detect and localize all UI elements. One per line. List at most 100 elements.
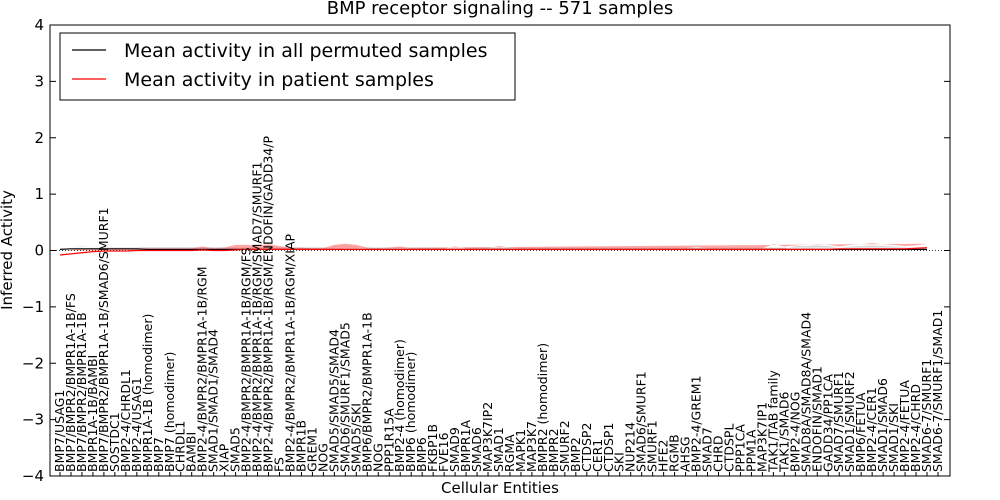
series-line-1 xyxy=(59,247,928,256)
x-tick-label: BMP7 xyxy=(151,437,166,472)
x-tick-label: TAK1/TAB family xyxy=(765,369,780,473)
x-tick-label: SMAD1 xyxy=(491,427,506,472)
y-tick-label: 2 xyxy=(34,129,44,147)
x-tick-label: BMP7/BMPR2/BMPR1A-1B/FS xyxy=(63,293,78,472)
y-tick-label: −2 xyxy=(22,354,44,372)
legend-box xyxy=(59,32,516,101)
x-tick-label: SMAD1/SMAD1/SMAD4 xyxy=(206,329,221,472)
y-tick-label: −1 xyxy=(22,298,44,316)
x-tick-label: SMAD6 xyxy=(469,427,484,472)
x-tick-label: SMURF2 xyxy=(557,420,572,472)
x-tick-label: BMP2-4/BMPR2/BMPR1A-1B/RGM/FS xyxy=(239,247,254,472)
x-tick-label: MAP3K7IP1 xyxy=(754,402,769,472)
x-tick-label: PPM1A xyxy=(743,429,758,472)
x-tick-label: FS xyxy=(272,457,287,472)
x-tick-label: BMP7/USAG1 xyxy=(52,390,67,472)
x-tick-label: CTDSP2 xyxy=(579,423,594,472)
x-tick-label: CER1 xyxy=(590,439,605,472)
x-tick-label: BMP2-4/FETUA xyxy=(897,380,912,472)
x-tick-label: SMAD9 xyxy=(447,427,462,472)
x-tick-label: SMURF1 xyxy=(645,420,660,472)
x-tick-label: BMP2-4/GREM1 xyxy=(689,375,704,472)
x-tick-label: BMP2-4/CER1 xyxy=(864,387,879,472)
x-tick-label: BMP7 (homodimer) xyxy=(162,352,177,472)
band-patient xyxy=(60,243,928,251)
x-tick-label: BMP2-4/CHRD xyxy=(908,384,923,472)
x-tick-label: NUP214 xyxy=(623,422,638,472)
x-tick-label: BMP7/BMPR2/BMPR1A-1B/SMAD6/SMURF1 xyxy=(96,207,111,472)
x-tick-label: SMAD5/SKI xyxy=(348,403,363,472)
x-tick-label: BMP6/FETUA xyxy=(853,392,868,472)
legend-label-permuted: Mean activity in all permuted samples xyxy=(124,40,487,62)
x-tick-label: CTDSP1 xyxy=(601,423,616,472)
x-tick-label: AHSG xyxy=(678,436,693,472)
x-tick-label: BMP6 (homodimer) xyxy=(403,352,418,472)
y-tick-label: 0 xyxy=(34,242,44,260)
x-tick-label: BMPR1A-1B/BAMBI xyxy=(85,355,100,472)
x-tick-label: MAPK1 xyxy=(513,429,528,472)
x-tick-label: BMPR2 xyxy=(546,428,561,472)
x-tick-label: BMP6 xyxy=(414,437,429,472)
x-axis-label: Cellular Entities xyxy=(441,479,559,497)
series-lines xyxy=(59,247,928,256)
x-tick-label: BMP2-4/BMPR2/BMPR1A-1B/RGM/ENDOFIN/GADD3… xyxy=(261,136,276,472)
x-tick-label: BMP6/BMPR2/BMPR1A-1B xyxy=(359,312,374,472)
x-tick-label: CHRDL1 xyxy=(173,421,188,472)
x-tick-label: SMAD8A/SMAD8A/SMAD4 xyxy=(798,312,813,472)
x-tick-label: SMAD6/SMURF1/SMAD5 xyxy=(337,322,352,472)
x-tick-label: BMP7/BMPR2/BMPR1A-1B xyxy=(74,312,89,472)
x-tick-label: TAK1/SMAD6 xyxy=(776,392,791,473)
x-tick-label: BMP2-4/CHRDL1 xyxy=(118,369,133,472)
y-axis: −4 −3 −2 −1 0 1 2 3 4 xyxy=(22,16,950,485)
x-tick-label: FVE16 xyxy=(436,432,451,472)
x-tick-label: SMAD6-7/SMURF1 xyxy=(919,359,934,472)
x-tick-label: CHRD xyxy=(711,436,726,472)
x-tick-label: BMP2-4 (homodimer) xyxy=(392,339,407,472)
x-tick-label: BMP2-4/BMPR2/BMPR1A-1B/RGM xyxy=(195,267,210,473)
x-tick-label: SKI xyxy=(612,452,627,472)
x-tick-label: BMP2-4/BMPR2/BMPR1A-1B/RGM/SMAD7/SMURF1 xyxy=(250,162,265,472)
x-tick-label: SOSTDC1 xyxy=(107,412,122,472)
x-tick-label: GADD34/PP1CA xyxy=(820,374,835,472)
x-tick-label: MAP3K7IP2 xyxy=(480,402,495,472)
x-tick-label: SMAD5/SMAD5/SMAD4 xyxy=(326,329,341,472)
x-tick-label: SMAD1/SMAD6 xyxy=(875,378,890,472)
y-tick-label: −4 xyxy=(22,467,44,485)
x-tick-label: RGMA xyxy=(502,434,517,472)
y-tick-label: 1 xyxy=(34,185,44,203)
y-axis-label: Inferred Activity xyxy=(0,190,16,310)
chart-title: BMP receptor signaling -- 571 samples xyxy=(327,0,674,19)
x-tick-label: NOG xyxy=(315,443,330,472)
x-tick-label: BMPR2 (homodimer) xyxy=(535,343,550,472)
x-tick-label: SMAD7/SMURF1 xyxy=(831,371,846,472)
y-tick-label: 4 xyxy=(34,16,44,34)
legend: Mean activity in all permuted samples Me… xyxy=(59,32,516,101)
x-tick-label: BMPR1A xyxy=(458,419,473,472)
x-tick-label: SMAD1/SKI xyxy=(886,403,901,472)
legend-label-patient: Mean activity in patient samples xyxy=(124,69,434,91)
x-tick-label: HFE2 xyxy=(656,440,671,472)
x-tick-label: SMAD7 xyxy=(700,427,715,472)
x-tick-label: RGMB xyxy=(667,434,682,472)
x-tick-label: PPP1R15A xyxy=(381,408,396,472)
x-tick-label: SMAD1/SMURF2 xyxy=(842,371,857,472)
x-tick-label: SMAD5 xyxy=(228,427,243,472)
x-tick-label: GREM1 xyxy=(304,427,319,472)
x-tick-label: BMP2-4/USAG1 xyxy=(129,377,144,472)
x-axis: BMP7/USAG1BMP7/BMPR2/BMPR1A-1B/FSBMP7/BM… xyxy=(52,136,945,476)
x-tick-label: SMAD6-7/SMURF1/SMAD1 xyxy=(930,310,945,472)
x-tick-label: BMPR1B xyxy=(293,420,308,472)
x-tick-label: CTDSPL xyxy=(721,424,736,472)
x-tick-label: ENDOFIN/SMAD1 xyxy=(809,366,824,472)
x-tick-label: FKBP1B xyxy=(425,424,440,472)
y-tick-label: −3 xyxy=(22,411,44,429)
x-tick-label: SMAD6/SMURF1 xyxy=(634,371,649,472)
x-tick-label: BMP2 xyxy=(568,437,583,472)
x-tick-label: PPP1CA xyxy=(732,424,747,472)
x-tick-label: BMP2-4/NOG xyxy=(787,392,802,472)
x-tick-label: BMPR1A-1B (homodimer) xyxy=(140,314,155,472)
x-tick-label: MAP3K7 xyxy=(524,421,539,472)
y-tick-label: 3 xyxy=(34,72,44,90)
x-tick-label: NOG xyxy=(370,443,385,472)
